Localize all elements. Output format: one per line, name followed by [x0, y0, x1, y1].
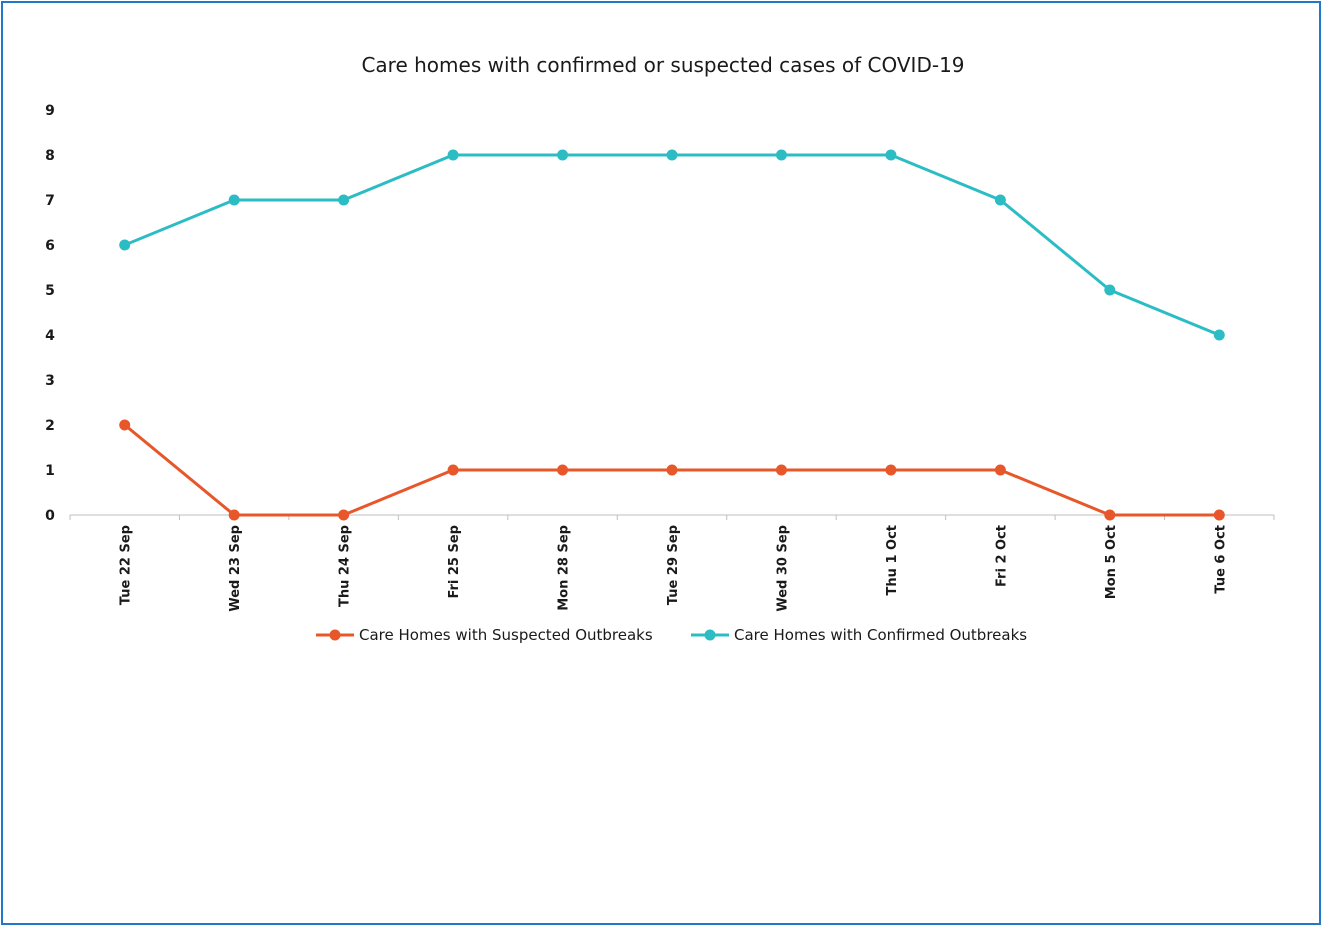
- legend: Care Homes with Suspected Outbreaks Care …: [316, 626, 1027, 644]
- legend-label: Care Homes with Confirmed Outbreaks: [734, 626, 1027, 644]
- data-point: [228, 509, 240, 521]
- y-axis-ticks: 0 1 2 3 4 5 6 7 8 9: [45, 103, 55, 524]
- data-point: [666, 149, 678, 161]
- series-0: [119, 419, 1225, 521]
- data-point: [775, 464, 787, 476]
- series-1: [119, 149, 1225, 341]
- y-tick-label: 5: [45, 283, 55, 299]
- y-tick-label: 7: [45, 193, 55, 209]
- data-point: [1104, 509, 1116, 521]
- y-tick-label: 1: [45, 463, 55, 479]
- data-point: [557, 149, 569, 161]
- legend-item: Care Homes with Confirmed Outbreaks: [691, 626, 1027, 644]
- data-point: [885, 464, 897, 476]
- data-point: [338, 194, 350, 206]
- data-point: [885, 149, 897, 161]
- y-tick-label: 9: [45, 103, 55, 119]
- chart-title: Care homes with confirmed or suspected c…: [361, 53, 964, 77]
- x-tick-label: Mon 28 Sep: [557, 525, 572, 611]
- x-tick-label: Tue 22 Sep: [119, 525, 134, 605]
- x-tick-label: Thu 24 Sep: [338, 525, 353, 607]
- data-point: [338, 509, 350, 521]
- x-tick-label: Thu 1 Oct: [885, 525, 900, 595]
- x-axis-ticks: Tue 22 Sep Wed 23 Sep Thu 24 Sep Fri 25 Sep…: [119, 525, 1229, 612]
- data-point: [228, 194, 240, 206]
- data-point: [119, 239, 131, 251]
- y-tick-label: 0: [45, 508, 55, 524]
- data-point: [1213, 329, 1225, 341]
- data-point: [994, 464, 1006, 476]
- y-tick-label: 4: [45, 328, 55, 344]
- y-tick-label: 6: [45, 238, 55, 254]
- data-point: [1213, 509, 1225, 521]
- y-tick-label: 8: [45, 148, 55, 164]
- x-tick-label: Fri 2 Oct: [994, 525, 1009, 587]
- data-point: [557, 464, 569, 476]
- data-point: [666, 464, 678, 476]
- x-tick-label: Wed 30 Sep: [775, 525, 790, 612]
- x-tick-label: Tue 6 Oct: [1213, 525, 1228, 594]
- data-point: [994, 194, 1006, 206]
- series-line: [124, 153, 1220, 337]
- data-point: [447, 464, 459, 476]
- data-point: [775, 149, 787, 161]
- y-tick-label: 2: [45, 418, 55, 434]
- line-chart: Care homes with confirmed or suspected c…: [45, 53, 1275, 644]
- x-tick-label: Mon 5 Oct: [1104, 525, 1119, 599]
- data-point: [119, 419, 131, 431]
- x-tick-label: Tue 29 Sep: [666, 525, 681, 605]
- legend-marker: [704, 629, 716, 641]
- data-point: [1104, 284, 1116, 296]
- data-point: [447, 149, 459, 161]
- legend-marker: [329, 629, 341, 641]
- y-tick-label: 3: [45, 373, 55, 389]
- series-layer: [119, 149, 1225, 521]
- x-tick-label: Fri 25 Sep: [447, 525, 462, 599]
- legend-label: Care Homes with Suspected Outbreaks: [359, 626, 653, 644]
- legend-item: Care Homes with Suspected Outbreaks: [316, 626, 653, 644]
- x-tick-label: Wed 23 Sep: [228, 525, 243, 612]
